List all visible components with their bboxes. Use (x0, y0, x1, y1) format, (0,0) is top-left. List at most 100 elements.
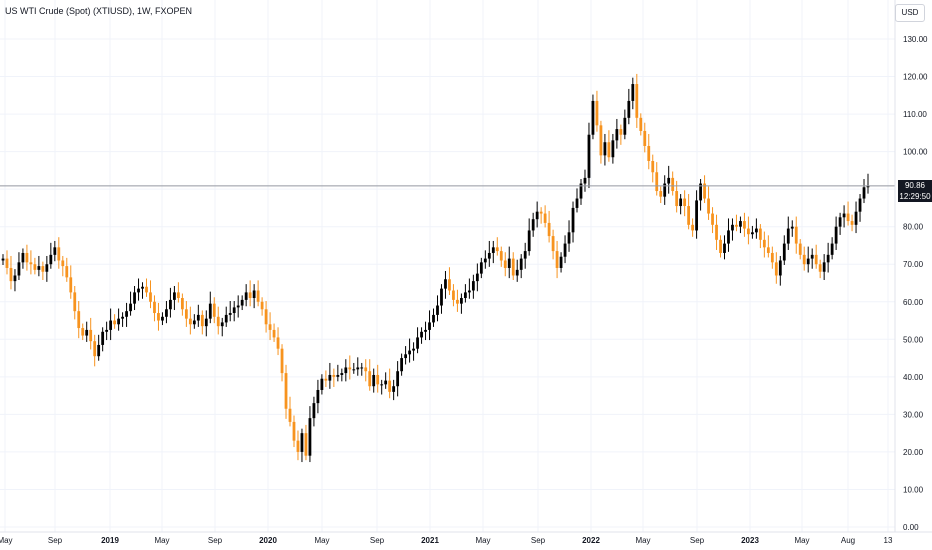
candle (866, 173, 870, 194)
candle-body (53, 247, 57, 255)
candle (248, 280, 252, 307)
candle (575, 188, 579, 213)
candle (49, 242, 53, 269)
candle (735, 214, 738, 232)
candle-body (264, 309, 268, 325)
candle-body (284, 373, 288, 409)
candle-body (563, 243, 567, 257)
candle (754, 218, 758, 239)
candle-body (695, 200, 698, 231)
candle (623, 109, 627, 140)
x-tick-label: Aug (841, 536, 855, 545)
candle-body (280, 348, 284, 374)
candle (236, 295, 240, 318)
candle (711, 207, 714, 234)
candle-body (101, 331, 105, 345)
candle-body (719, 239, 722, 253)
candle-body (400, 358, 404, 372)
candle-body (1, 258, 5, 261)
candle (599, 120, 603, 164)
candle (475, 263, 479, 292)
candle-body (754, 228, 758, 233)
candle (53, 240, 57, 262)
candle-body (352, 369, 356, 371)
candle-body (288, 408, 292, 422)
candle-body (547, 222, 551, 237)
candle-body (499, 251, 503, 261)
candle-body (41, 266, 45, 272)
candle-body (153, 301, 156, 314)
candle (567, 220, 571, 252)
candle-body (515, 269, 519, 276)
candle-body (200, 314, 204, 327)
candle-body (340, 373, 344, 375)
candles-layer (1, 73, 870, 463)
bar-countdown-label: 12:29:50 (899, 191, 931, 201)
candle (348, 355, 352, 380)
x-tick-label: Sep (370, 536, 385, 545)
candle (129, 291, 132, 316)
candle (782, 235, 786, 265)
candle (719, 235, 722, 258)
candle-body (356, 367, 360, 370)
currency-button[interactable]: USD (895, 4, 925, 22)
candle-body (308, 418, 312, 456)
candle-body (452, 290, 455, 300)
candle (212, 297, 216, 324)
candle-body (169, 299, 172, 310)
candle (180, 293, 184, 316)
candle-body (149, 292, 152, 302)
candle-body (456, 299, 459, 304)
candle-body (483, 258, 487, 263)
candle (300, 428, 304, 463)
price-axis: 0.00 10.00 20.00 30.00 40.00 50.00 60.00 70.00 8… (903, 35, 928, 532)
candle-body (667, 177, 671, 184)
candle-body (141, 286, 144, 289)
candle (762, 231, 766, 258)
candle-body (248, 292, 252, 299)
candle (408, 338, 411, 363)
candle-body (659, 191, 663, 197)
candle-body (671, 177, 675, 192)
candle (192, 314, 196, 329)
y-tick-label: 110.00 (903, 110, 927, 119)
candle (483, 250, 487, 269)
candle-body (49, 254, 53, 265)
y-tick-label: 20.00 (903, 448, 924, 457)
candle-body (332, 374, 336, 377)
candle-body (814, 254, 818, 265)
candle (611, 133, 615, 164)
candle (579, 179, 583, 205)
candle-body (416, 337, 419, 349)
candle (292, 415, 296, 448)
candle (276, 327, 280, 356)
candle-body (57, 247, 61, 261)
candle (252, 284, 256, 309)
candle-body (850, 221, 854, 225)
candle (256, 280, 260, 307)
candle (747, 216, 750, 245)
candle (428, 310, 431, 341)
candle (157, 302, 160, 331)
candle (452, 284, 455, 307)
candle (862, 179, 866, 204)
candle-body (487, 252, 491, 259)
candle (583, 169, 587, 192)
candle-body (583, 177, 587, 184)
candle-body (778, 260, 782, 276)
candle (727, 218, 730, 252)
candle (340, 368, 344, 382)
x-tick-label: 2022 (582, 536, 600, 545)
candle (802, 246, 806, 271)
candle (850, 214, 854, 232)
candle-body (161, 316, 164, 321)
candle-body (81, 328, 85, 336)
x-tick-label: 2019 (101, 536, 119, 545)
candle-body (252, 290, 256, 299)
candle (603, 133, 607, 166)
candle-body (105, 329, 109, 332)
candle (400, 353, 404, 376)
candle-body (762, 239, 766, 248)
